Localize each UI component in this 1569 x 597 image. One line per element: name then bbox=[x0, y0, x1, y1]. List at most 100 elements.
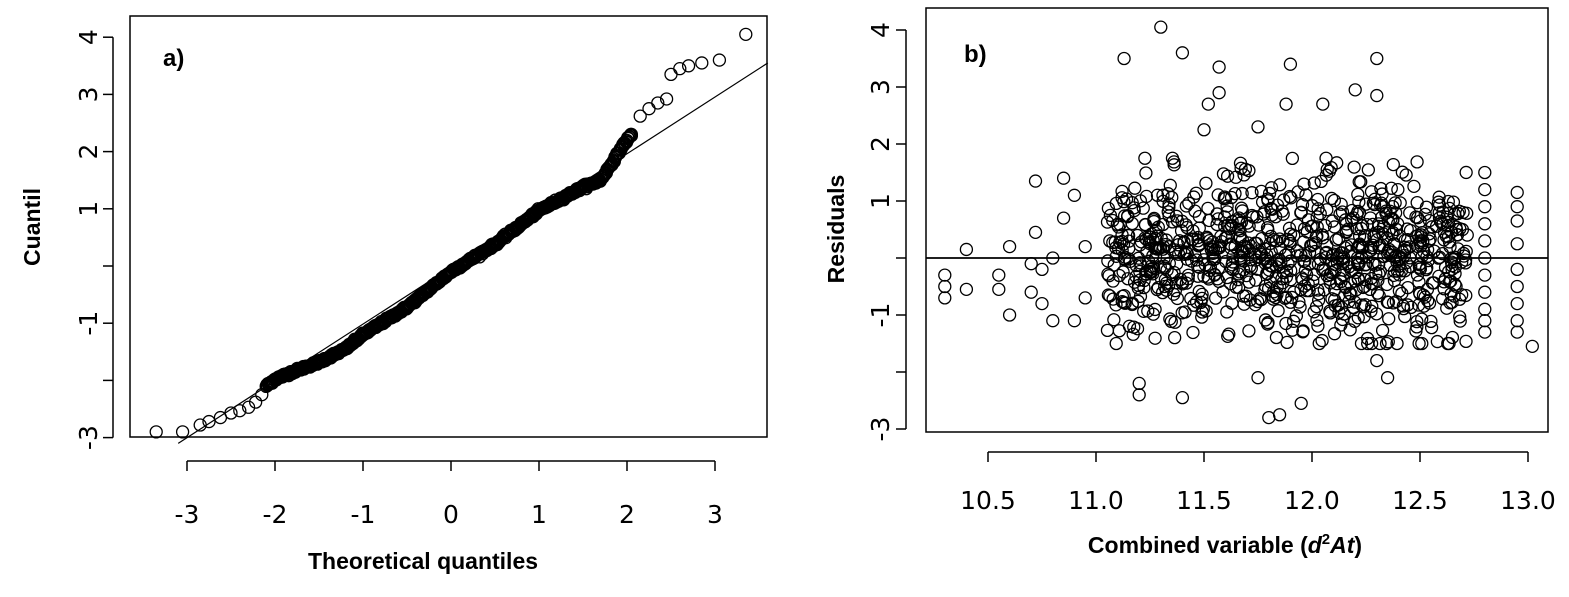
panel-b-point bbox=[1067, 314, 1082, 328]
panel-b-point bbox=[1147, 211, 1161, 226]
panel-b-point bbox=[1211, 212, 1225, 226]
panel-b-point bbox=[1366, 217, 1380, 232]
panel-b-point bbox=[1179, 199, 1193, 213]
panel-b-point bbox=[1255, 247, 1269, 262]
panel-b-point bbox=[1372, 257, 1386, 271]
panel-b-point bbox=[1357, 229, 1372, 243]
panel-b-point bbox=[1229, 170, 1243, 184]
panel-b-point bbox=[1366, 277, 1380, 291]
panel-b-point bbox=[1276, 265, 1291, 280]
panel-b-point bbox=[1228, 186, 1242, 201]
panel-b-point bbox=[1348, 83, 1362, 97]
panel-b-point bbox=[1371, 273, 1385, 288]
panel-b-point bbox=[1101, 288, 1116, 302]
panel-b-point bbox=[1156, 188, 1170, 202]
panel-b-point bbox=[1140, 244, 1154, 259]
panel-b-point bbox=[1510, 200, 1524, 214]
panel-b-point bbox=[1173, 244, 1188, 258]
panel-b-point bbox=[1117, 51, 1131, 66]
panel-b-x-tick-label: 11.5 bbox=[1176, 486, 1232, 515]
panel-b-point bbox=[1161, 279, 1176, 293]
panel-b-point bbox=[1356, 241, 1370, 255]
panel-b-point bbox=[1276, 234, 1290, 248]
panel-b-point bbox=[1281, 232, 1295, 247]
panel-a-y-tick-label: 4 bbox=[74, 29, 103, 45]
panel-a-x-tick-label: 1 bbox=[531, 500, 547, 529]
panel-b-point bbox=[1115, 184, 1129, 198]
panel-b-point bbox=[1413, 287, 1427, 301]
panel-b-point bbox=[1220, 169, 1235, 183]
panel-b-point bbox=[1308, 236, 1323, 250]
panel-b-point bbox=[1478, 217, 1492, 231]
panel-a-x-tick-label: -3 bbox=[175, 500, 200, 529]
panel-b-point bbox=[1028, 174, 1043, 188]
panel-b-point bbox=[1350, 255, 1365, 270]
panel-b-y-tick-label: -1 bbox=[866, 303, 895, 328]
panel-b-point bbox=[1280, 335, 1294, 350]
panel-b-point bbox=[1101, 267, 1115, 281]
panel-b-point bbox=[1455, 255, 1469, 269]
panel-b-point bbox=[1290, 218, 1304, 232]
panel-b-point bbox=[1327, 193, 1342, 208]
panel-b-point bbox=[1311, 202, 1325, 216]
panel-b-point bbox=[1338, 279, 1352, 294]
panel-b-point bbox=[1138, 217, 1152, 232]
panel-b-point bbox=[1218, 210, 1232, 224]
panel-b-x-axis: 10.5 11.0 11.5 12.0 12.5 13.0 bbox=[960, 451, 1556, 515]
panel-b-point bbox=[1231, 267, 1246, 281]
panel-b-point bbox=[1196, 302, 1210, 316]
panel-b-point bbox=[1137, 280, 1151, 295]
panel-b-point bbox=[1132, 376, 1146, 391]
panel-b-point bbox=[1269, 330, 1284, 345]
panel-b-point bbox=[1432, 211, 1447, 225]
panel-b-point bbox=[1261, 315, 1275, 330]
panel-b-point bbox=[1343, 323, 1357, 337]
panel-b-point bbox=[1289, 309, 1304, 323]
panel-b-point bbox=[1389, 222, 1404, 237]
panel-b-point bbox=[1365, 299, 1379, 313]
panel-b-point bbox=[1370, 51, 1384, 66]
panel-b-point bbox=[1302, 284, 1316, 298]
panel-a-point bbox=[695, 56, 709, 70]
panel-a-point bbox=[633, 109, 647, 123]
panel-b-point bbox=[1144, 259, 1158, 273]
panel-b-point bbox=[1324, 160, 1338, 175]
panel-b-point bbox=[1271, 304, 1285, 318]
panel-b-point bbox=[1118, 252, 1132, 267]
panel-b-x-axis-title-prefix: Combined variable ( bbox=[1088, 532, 1308, 558]
panel-b-point bbox=[1348, 314, 1362, 328]
panel-b-point bbox=[1138, 151, 1152, 165]
panel-a-point bbox=[651, 96, 665, 110]
panel-b-point bbox=[1110, 217, 1124, 232]
panel-b-point bbox=[1478, 251, 1492, 265]
panel-a-point bbox=[149, 425, 163, 439]
panel-b-point bbox=[1298, 254, 1312, 268]
panel-b-point bbox=[1510, 214, 1524, 228]
panel-b-x-axis-title: Combined variable (d2At) bbox=[1088, 531, 1362, 558]
panel-b-y-tick-label: 3 bbox=[866, 79, 895, 95]
panel-b-point bbox=[1306, 237, 1320, 252]
panel-a-point bbox=[659, 92, 674, 106]
panel-a-y-tick-label: -1 bbox=[74, 311, 103, 336]
panel-b-point bbox=[1134, 259, 1148, 273]
panel-b-point bbox=[1332, 305, 1346, 319]
panel-b-point bbox=[1279, 97, 1293, 111]
panel-b-point bbox=[1121, 228, 1135, 242]
panel-b-point bbox=[1189, 186, 1203, 200]
panel-b-point bbox=[1410, 195, 1424, 210]
panel-b-point bbox=[1395, 165, 1409, 179]
panel-b-point bbox=[1236, 289, 1251, 303]
panel-b-point bbox=[1233, 216, 1247, 231]
panel-a-y-tick-label: 1 bbox=[74, 201, 103, 217]
panel-a-x-tick-label: 0 bbox=[443, 500, 459, 529]
panel-b-point bbox=[1122, 319, 1137, 333]
panel-b-point bbox=[1433, 250, 1447, 264]
panel-b-point bbox=[1197, 253, 1211, 267]
panel-b-point bbox=[938, 291, 952, 305]
panel-b-point bbox=[1121, 272, 1135, 286]
panel-b-point bbox=[1210, 217, 1224, 232]
panel-a-y-tick-label: 2 bbox=[74, 144, 103, 160]
panel-b-point bbox=[1412, 298, 1426, 312]
panel-b-point bbox=[1191, 234, 1205, 248]
panel-b-point bbox=[1386, 157, 1400, 172]
